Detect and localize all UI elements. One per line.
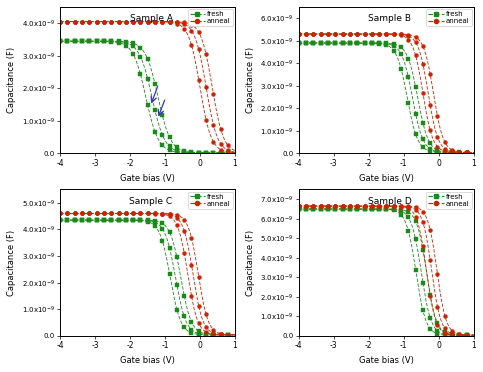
Text: Sample D: Sample D	[368, 197, 412, 206]
Y-axis label: Capacitance (F): Capacitance (F)	[246, 47, 255, 113]
Legend: fresh, anneal: fresh, anneal	[187, 9, 233, 26]
Legend: fresh, anneal: fresh, anneal	[426, 192, 471, 209]
Text: Sample B: Sample B	[368, 14, 411, 23]
Legend: fresh, anneal: fresh, anneal	[426, 9, 471, 26]
Legend: fresh, anneal: fresh, anneal	[187, 192, 233, 209]
Y-axis label: Capacitance (F): Capacitance (F)	[7, 47, 16, 113]
Text: Sample A: Sample A	[129, 14, 172, 23]
Text: Sample C: Sample C	[129, 197, 172, 206]
Y-axis label: Capacitance (F): Capacitance (F)	[7, 230, 16, 296]
Y-axis label: Capacitance (F): Capacitance (F)	[246, 230, 255, 296]
X-axis label: Gate bias (V): Gate bias (V)	[359, 356, 414, 365]
X-axis label: Gate bias (V): Gate bias (V)	[120, 173, 175, 183]
X-axis label: Gate bias (V): Gate bias (V)	[359, 173, 414, 183]
X-axis label: Gate bias (V): Gate bias (V)	[120, 356, 175, 365]
